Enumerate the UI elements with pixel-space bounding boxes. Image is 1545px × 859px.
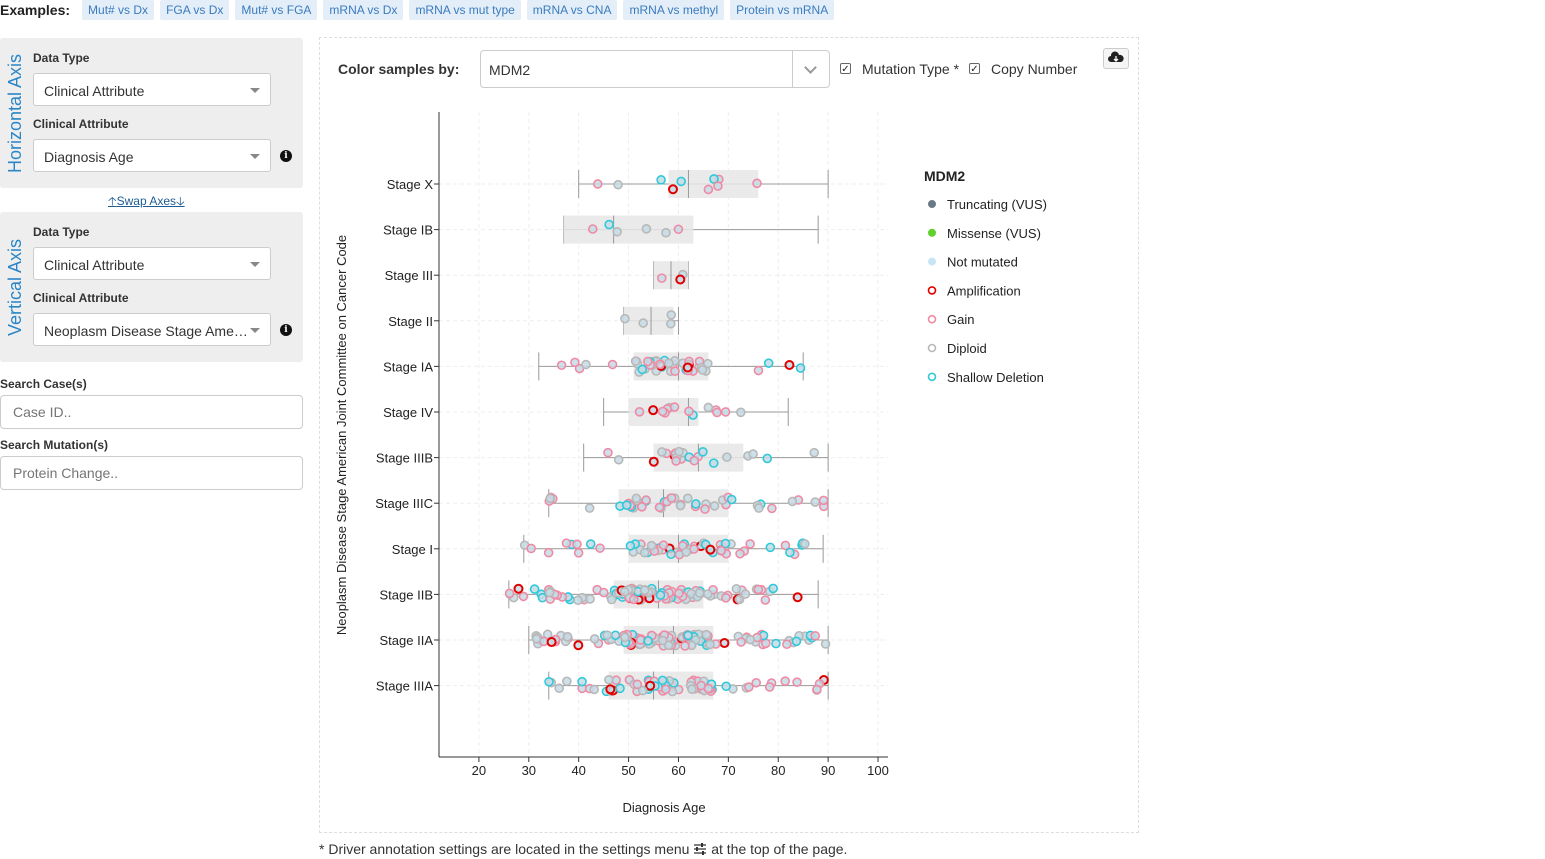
example-link[interactable]: mRNA vs mut type — [409, 0, 521, 20]
mutation-type-label: Mutation Type * — [862, 61, 960, 77]
info-icon[interactable]: i — [280, 150, 292, 162]
example-link[interactable]: Protein vs mRNA — [730, 0, 835, 20]
search-case-input[interactable] — [0, 395, 303, 429]
horizontal-attribute-select[interactable]: Diagnosis Age — [33, 139, 271, 172]
horizontal-axis-panel: Horizontal Axis Data Type Clinical Attri… — [0, 38, 303, 188]
example-link[interactable]: mRNA vs Dx — [323, 0, 404, 20]
clinical-attribute-label: Clinical Attribute — [33, 291, 129, 305]
arrow-up-icon: 🡡 — [108, 194, 117, 208]
horizontal-data-type-select[interactable]: Clinical Attribute — [33, 73, 271, 106]
info-icon[interactable]: i — [280, 324, 292, 336]
caret-down-icon — [250, 262, 260, 267]
swap-axes-link[interactable]: 🡡Swap Axes🡣 — [108, 194, 185, 208]
horizontal-axis-title: Horizontal Axis — [5, 53, 26, 173]
copy-number-checkbox[interactable]: ✓ — [969, 63, 980, 75]
footnote: * Driver annotation settings are located… — [319, 841, 848, 857]
search-case-label: Search Case(s) — [0, 377, 87, 391]
color-samples-select[interactable]: MDM2 — [480, 50, 830, 88]
example-link[interactable]: Mut# vs Dx — [82, 0, 155, 20]
examples-label: Examples: — [0, 2, 71, 18]
select-value: Neoplasm Disease Stage American Joint Co… — [44, 323, 249, 339]
vertical-axis-panel: Vertical Axis Data Type Clinical Attribu… — [0, 212, 303, 362]
copy-number-label: Copy Number — [991, 61, 1078, 77]
vertical-attribute-select[interactable]: Neoplasm Disease Stage American Joint Co… — [33, 313, 271, 346]
vertical-data-type-select[interactable]: Clinical Attribute — [33, 247, 271, 280]
data-type-label: Data Type — [33, 225, 90, 239]
color-samples-label: Color samples by: — [338, 61, 460, 77]
example-link[interactable]: FGA vs Dx — [160, 0, 230, 20]
example-link[interactable]: Mut# vs FGA — [235, 0, 318, 20]
cloud-download-icon — [1108, 51, 1124, 62]
caret-down-icon — [250, 328, 260, 333]
data-type-label: Data Type — [33, 51, 90, 65]
download-button[interactable] — [1103, 48, 1129, 69]
select-value: Diagnosis Age — [44, 149, 134, 165]
select-value: MDM2 — [489, 62, 531, 78]
example-link[interactable]: mRNA vs CNA — [526, 0, 618, 20]
select-value: Clinical Attribute — [44, 83, 145, 99]
search-mutation-label: Search Mutation(s) — [0, 438, 109, 452]
chevron-down-icon — [804, 61, 817, 74]
clinical-attribute-label: Clinical Attribute — [33, 117, 129, 131]
select-divider — [792, 51, 793, 87]
arrow-down-icon: 🡣 — [176, 194, 185, 208]
example-link[interactable]: mRNA vs methyl — [623, 0, 725, 20]
examples-bar: Examples: Mut# vs Dx FGA vs Dx Mut# vs F… — [0, 0, 835, 20]
caret-down-icon — [250, 88, 260, 93]
caret-down-icon — [250, 154, 260, 159]
plot-container — [319, 37, 1139, 833]
mutation-type-checkbox[interactable]: ✓ — [840, 63, 851, 75]
search-mutation-input[interactable] — [0, 456, 303, 490]
sliders-icon — [694, 843, 707, 855]
vertical-axis-title: Vertical Axis — [5, 238, 26, 336]
select-value: Clinical Attribute — [44, 257, 145, 273]
